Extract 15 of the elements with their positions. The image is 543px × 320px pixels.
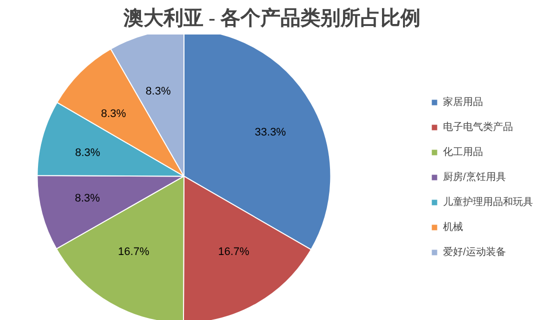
legend-label: 电子电气类产品 bbox=[443, 120, 513, 134]
data-label: 8.3% bbox=[146, 86, 171, 98]
legend-label: 机械 bbox=[443, 220, 463, 234]
legend-label: 化工用品 bbox=[443, 146, 483, 159]
legend-label: 家居用品 bbox=[443, 96, 483, 109]
data-label: 8.3% bbox=[75, 147, 100, 160]
legend-label: 儿童护理用品和玩具 bbox=[443, 196, 533, 209]
data-label: 8.3% bbox=[101, 108, 126, 120]
data-label: 16.7% bbox=[118, 246, 150, 258]
legend-label: 爱好/运动装备 bbox=[443, 246, 506, 259]
chart-title: 澳大利亚 - 各个产品类别所占比例 bbox=[122, 6, 420, 30]
data-label: 33.3% bbox=[254, 126, 286, 138]
legend-label: 厨房/烹饪用具 bbox=[443, 170, 506, 184]
data-label: 8.3% bbox=[74, 192, 100, 204]
data-label: 16.7% bbox=[218, 246, 250, 258]
